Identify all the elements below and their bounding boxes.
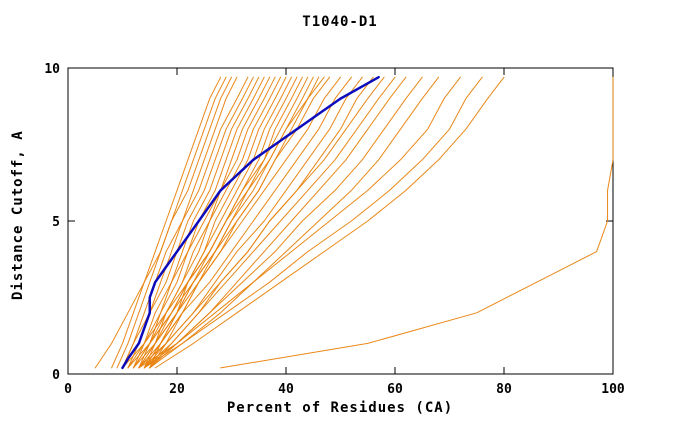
- model-29-line: [149, 76, 440, 369]
- model-14-line: [149, 76, 298, 369]
- model-07-line: [127, 76, 260, 369]
- model-02-line: [111, 76, 222, 369]
- model-11-line: [138, 76, 282, 369]
- model-32-line: [154, 76, 505, 369]
- x-tick-label: 80: [496, 382, 512, 397]
- y-tick-label: 10: [44, 62, 60, 77]
- x-tick-label: 100: [601, 382, 625, 397]
- model-19-line: [122, 76, 325, 369]
- model-05-line: [122, 76, 249, 369]
- x-tick-label: 20: [169, 382, 185, 397]
- model-23-line: [143, 76, 363, 369]
- model-25-line: [138, 76, 385, 369]
- model-31-line: [143, 76, 483, 369]
- y-tick-label: 5: [52, 215, 60, 230]
- model-30-line: [138, 76, 461, 369]
- x-tick-label: 40: [278, 382, 294, 397]
- x-axis-label: Percent of Residues (CA): [226, 400, 454, 416]
- model-03-line: [116, 76, 232, 369]
- x-tick-label: 60: [387, 382, 403, 397]
- chart-title: T1040-D1: [302, 14, 378, 30]
- model-12-line: [143, 76, 287, 369]
- model-09-line: [132, 76, 271, 369]
- model-outlier-line: [220, 76, 614, 369]
- model-22-line: [138, 76, 352, 369]
- model-28-line: [143, 76, 423, 369]
- model-26-line: [143, 76, 396, 369]
- best-model-line: [121, 75, 380, 370]
- model-20-line: [127, 76, 331, 369]
- y-tick-label: 0: [52, 368, 60, 383]
- x-tick-label: 0: [64, 382, 72, 397]
